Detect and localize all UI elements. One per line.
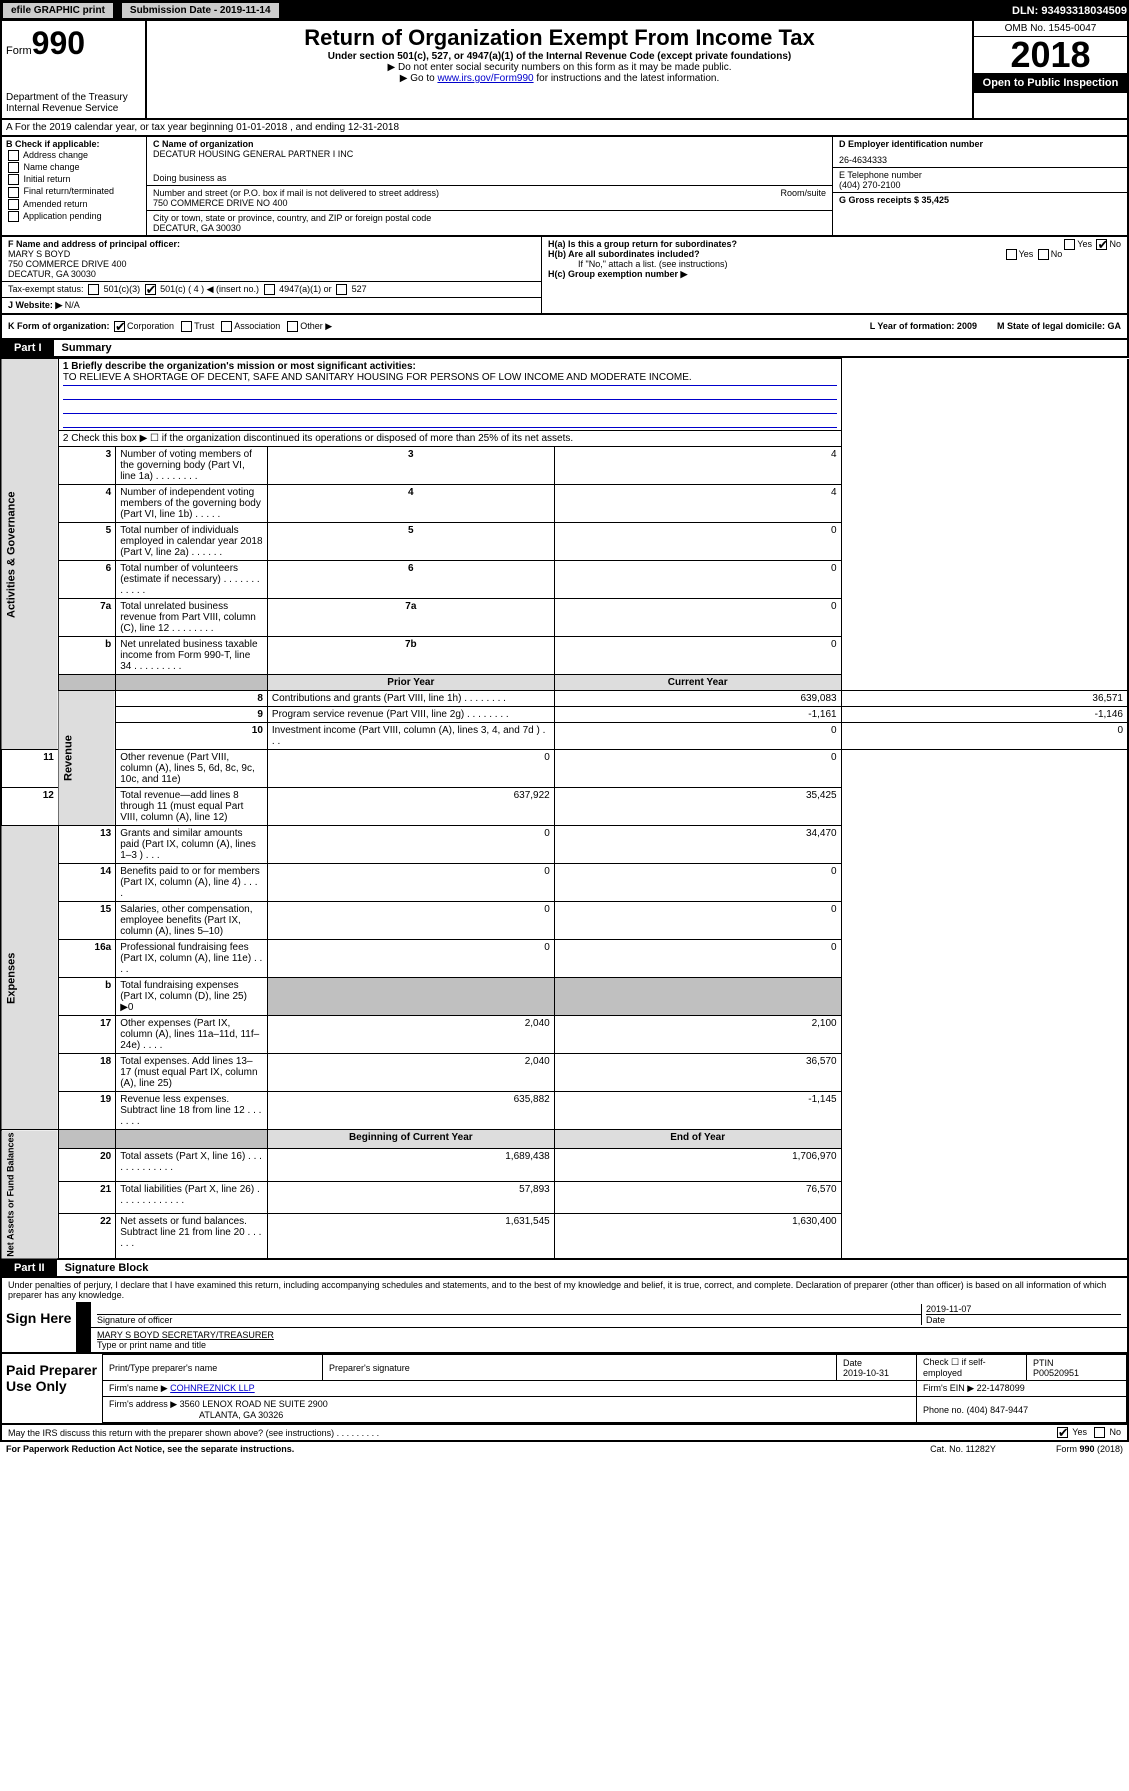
box-f-officer: F Name and address of principal officer:… xyxy=(2,237,541,282)
dept-treasury: Department of the Treasury xyxy=(6,92,141,103)
box-hb: H(b) Are all subordinates included? Yes … xyxy=(548,249,1121,259)
header-bar: efile GRAPHIC print Submission Date - 20… xyxy=(0,0,1129,21)
table-row: 10Investment income (Part VIII, column (… xyxy=(1,723,1128,750)
table-row: bTotal fundraising expenses (Part IX, co… xyxy=(1,978,1128,1016)
box-e-phone: E Telephone number (404) 270-2100 xyxy=(833,168,1127,193)
table-row: 6Total number of volunteers (estimate if… xyxy=(1,561,1128,599)
signature-section: Sign Here Signature of officer 2019-11-0… xyxy=(0,1302,1129,1354)
discuss-yes xyxy=(1057,1427,1068,1438)
part2-header: Part IISignature Block xyxy=(0,1260,1129,1278)
officer-name: MARY S BOYD SECRETARY/TREASURER xyxy=(97,1330,274,1340)
check-final-return[interactable]: Final return/terminated xyxy=(6,186,142,197)
part1-table: Activities & Governance 1 Briefly descri… xyxy=(0,358,1129,1260)
box-g-receipts: G Gross receipts $ 35,425 xyxy=(833,193,1127,207)
mission-text: TO RELIEVE A SHORTAGE OF DECENT, SAFE AN… xyxy=(63,372,837,386)
preparer-block: Paid Preparer Use Only Print/Type prepar… xyxy=(0,1354,1129,1425)
table-row: 9Program service revenue (Part VIII, lin… xyxy=(1,707,1128,723)
check-corporation xyxy=(114,321,125,332)
table-row: 18Total expenses. Add lines 13–17 (must … xyxy=(1,1054,1128,1092)
box-d-ein: D Employer identification number 26-4634… xyxy=(833,137,1127,168)
table-row: 3Number of voting members of the governi… xyxy=(1,447,1128,485)
box-c-city: City or town, state or province, country… xyxy=(147,211,832,235)
subtitle-3: ▶ Go to www.irs.gov/Form990 for instruct… xyxy=(151,73,968,84)
form-label: Form990 xyxy=(6,25,141,62)
subtitle-1: Under section 501(c), 527, or 4947(a)(1)… xyxy=(151,51,968,62)
table-row: 22Net assets or fund balances. Subtract … xyxy=(1,1213,1128,1259)
box-c-address: Number and street (or P.O. box if mail i… xyxy=(147,186,832,211)
table-row: 15Salaries, other compensation, employee… xyxy=(1,902,1128,940)
section-a: A For the 2019 calendar year, or tax yea… xyxy=(0,120,1129,137)
tax-exempt-status: Tax-exempt status: 501(c)(3) 501(c) ( 4 … xyxy=(2,282,541,298)
table-row: 19Revenue less expenses. Subtract line 1… xyxy=(1,1092,1128,1130)
table-row: 16aProfessional fundraising fees (Part I… xyxy=(1,940,1128,978)
tax-year: 2018 xyxy=(974,37,1127,73)
table-row: 5Total number of individuals employed in… xyxy=(1,523,1128,561)
open-to-public: Open to Public Inspection xyxy=(974,73,1127,93)
vert-netassets: Net Assets or Fund Balances xyxy=(1,1130,58,1260)
subtitle-2: ▶ Do not enter social security numbers o… xyxy=(151,62,968,73)
table-row: 7aTotal unrelated business revenue from … xyxy=(1,599,1128,637)
year-formation: L Year of formation: 2009 xyxy=(870,321,977,332)
submission-date: Submission Date - 2019-11-14 xyxy=(122,3,279,18)
state-domicile: M State of legal domicile: GA xyxy=(997,321,1121,332)
box-hc: H(c) Group exemption number ▶ xyxy=(548,269,1121,280)
block-k: K Form of organization: Corporation Trus… xyxy=(0,315,1129,340)
discuss-row: May the IRS discuss this return with the… xyxy=(0,1425,1129,1442)
table-row: 14Benefits paid to or for members (Part … xyxy=(1,864,1128,902)
table-row: 17Other expenses (Part IX, column (A), l… xyxy=(1,1016,1128,1054)
vert-expenses: Expenses xyxy=(1,826,58,1130)
part1-header: Part ISummary xyxy=(0,340,1129,358)
vert-revenue: Revenue xyxy=(58,691,115,826)
table-row: bNet unrelated business taxable income f… xyxy=(1,637,1128,675)
title-block: Form990 Department of the Treasury Inter… xyxy=(0,21,1129,120)
table-row: 12Total revenue—add lines 8 through 11 (… xyxy=(1,788,1128,826)
check-app-pending[interactable]: Application pending xyxy=(6,211,142,222)
check-amended[interactable]: Amended return xyxy=(6,199,142,210)
table-row: 21Total liabilities (Part X, line 26) . … xyxy=(1,1181,1128,1213)
check-name-change[interactable]: Name change xyxy=(6,162,142,173)
paid-preparer-label: Paid Preparer Use Only xyxy=(2,1354,102,1423)
vert-governance: Activities & Governance xyxy=(1,359,58,750)
dln: DLN: 93493318034509 xyxy=(1012,5,1127,17)
firm-name-link[interactable]: COHNREZNICK LLP xyxy=(170,1383,255,1393)
check-address-change[interactable]: Address change xyxy=(6,150,142,161)
box-ha: H(a) Is this a group return for subordin… xyxy=(548,239,1121,249)
box-c-name: C Name of organization DECATUR HOUSING G… xyxy=(147,137,832,186)
arrow-icon xyxy=(77,1302,91,1352)
jurat-text: Under penalties of perjury, I declare th… xyxy=(0,1278,1129,1302)
box-hb-note: If "No," attach a list. (see instruction… xyxy=(548,259,1121,269)
return-title: Return of Organization Exempt From Incom… xyxy=(151,25,968,51)
dept-irs: Internal Revenue Service xyxy=(6,103,141,114)
table-row: 20Total assets (Part X, line 16) . . . .… xyxy=(1,1149,1128,1181)
box-b: B Check if applicable: Address change Na… xyxy=(2,137,147,235)
check-501c4 xyxy=(145,284,156,295)
table-row: 11Other revenue (Part VIII, column (A), … xyxy=(1,750,1128,788)
sign-here-label: Sign Here xyxy=(2,1302,77,1352)
entity-block: B Check if applicable: Address change Na… xyxy=(0,137,1129,237)
check-initial-return[interactable]: Initial return xyxy=(6,174,142,185)
line2: 2 Check this box ▶ ☐ if the organization… xyxy=(58,431,841,447)
footer-bottom: For Paperwork Reduction Act Notice, see … xyxy=(0,1442,1129,1456)
efile-link[interactable]: efile GRAPHIC print xyxy=(2,2,114,19)
table-row: 4Number of independent voting members of… xyxy=(1,485,1128,523)
website: J Website: ▶ N/A xyxy=(2,298,541,313)
irs-link[interactable]: www.irs.gov/Form990 xyxy=(437,73,533,84)
block-fghij: F Name and address of principal officer:… xyxy=(0,237,1129,315)
